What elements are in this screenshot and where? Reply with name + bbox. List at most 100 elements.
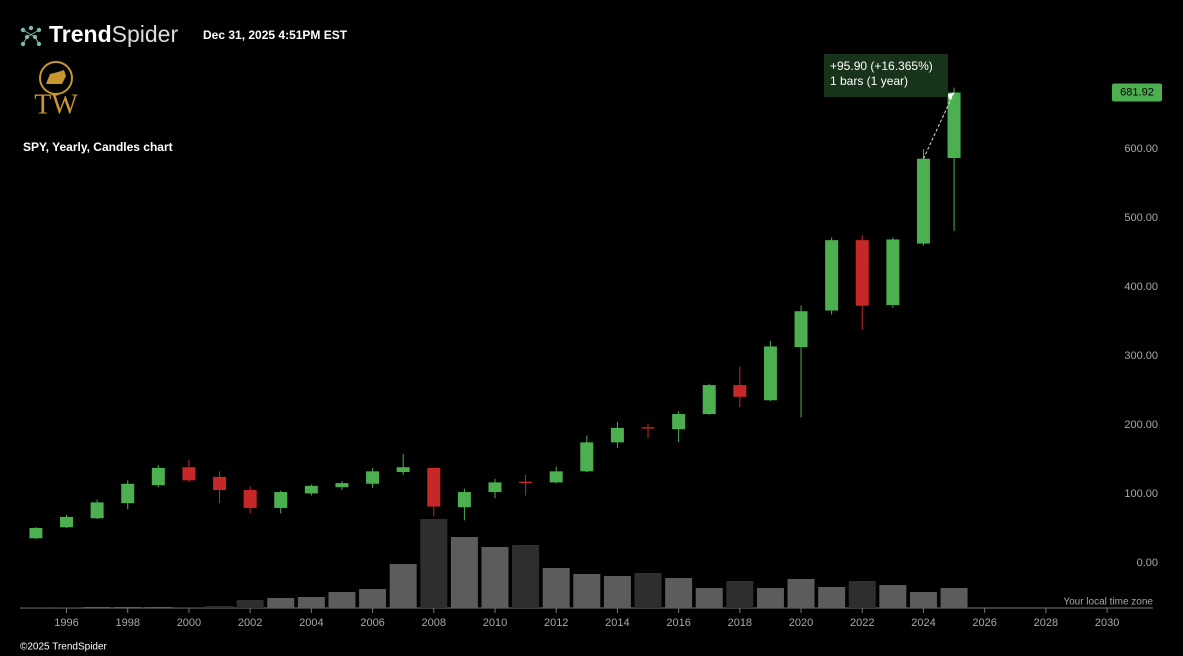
volume-bar [389, 564, 417, 608]
y-tick-label: 600.00 [1124, 143, 1158, 155]
chart-title: SPY, Yearly, Candles chart [23, 140, 173, 154]
brand: TrendSpider [49, 21, 178, 47]
y-tick-label: 400.00 [1124, 281, 1158, 293]
volume-bar [297, 597, 325, 608]
candle-body [60, 516, 74, 528]
x-tick-label: 2014 [605, 617, 629, 629]
volume-bar [236, 600, 264, 608]
candle-body [182, 467, 196, 481]
candle-body [29, 527, 43, 539]
x-tick-label: 2016 [666, 617, 690, 629]
x-tick-label: 2000 [177, 617, 201, 629]
candle-body [733, 385, 747, 397]
measure-span: 1 bars (1 year) [830, 74, 908, 88]
x-tick-label: 2028 [1034, 617, 1058, 629]
volume-bar [53, 607, 81, 608]
x-tick-label: 1996 [54, 617, 78, 629]
x-tick-label: 2018 [728, 617, 752, 629]
copyright: ©2025 TrendSpider [20, 642, 108, 653]
brand-light: Spider [112, 21, 179, 47]
candle-body [794, 311, 808, 348]
candle-body [519, 481, 533, 484]
candle-body [213, 476, 227, 490]
candle-body [396, 467, 410, 473]
tw-logo-text: TW [34, 89, 78, 120]
volume-bar [206, 606, 234, 608]
candle-body [580, 442, 594, 472]
y-tick-label: 200.00 [1124, 419, 1158, 431]
volume-bar [818, 587, 846, 608]
candle-body [427, 467, 441, 507]
volume-bar [267, 598, 295, 608]
y-tick-label: 0.00 [1137, 557, 1158, 569]
candle-body [243, 489, 257, 508]
volume-bar [603, 576, 631, 608]
x-tick-label: 2026 [972, 617, 996, 629]
volume-bar [175, 607, 203, 608]
candle-body [702, 385, 716, 415]
x-tick-label: 2006 [360, 617, 384, 629]
candle-body [886, 239, 900, 306]
volume-bar [940, 588, 968, 608]
candle-body [641, 427, 655, 429]
candle-body [610, 427, 624, 443]
x-tick-label: 2002 [238, 617, 262, 629]
x-tick-label: 1998 [115, 617, 139, 629]
volume-bar [634, 573, 662, 608]
y-tick-label: 100.00 [1124, 488, 1158, 500]
volume-bar [481, 547, 509, 608]
candle-body [335, 483, 349, 488]
volume-bar [848, 581, 876, 608]
candle-body [304, 485, 318, 494]
volume-bar [665, 578, 693, 608]
x-tick-label: 2020 [789, 617, 813, 629]
candle-body [672, 414, 686, 430]
candle-body [90, 502, 104, 519]
volume-bar [144, 607, 172, 608]
candle-body [763, 346, 777, 401]
candle-body [488, 482, 502, 493]
candle-body [121, 483, 135, 504]
volume-bar [756, 588, 784, 608]
measure-arrowhead [947, 92, 955, 101]
y-tick-label: 300.00 [1124, 350, 1158, 362]
brand-bold: Trend [49, 21, 112, 47]
timestamp: Dec 31, 2025 4:51PM EST [203, 28, 348, 42]
candle-body [855, 240, 869, 306]
volume-bar [787, 579, 815, 608]
volume-bar [114, 607, 142, 608]
x-tick-label: 2008 [422, 617, 446, 629]
volume-bar [22, 607, 50, 608]
candle-body [274, 492, 288, 508]
volume-bar [328, 592, 356, 608]
timezone-note: Your local time zone [1063, 597, 1153, 608]
volume-bar [420, 519, 448, 608]
candle-body [825, 240, 839, 311]
x-tick-label: 2024 [911, 617, 935, 629]
volume-bar [909, 592, 937, 608]
measure-line [923, 92, 955, 159]
volume-bar [512, 545, 540, 608]
volume-bar [879, 585, 907, 608]
candle-body [457, 492, 471, 508]
x-tick-label: 2022 [850, 617, 874, 629]
volume-bar [359, 589, 387, 608]
last-price-tag [1112, 83, 1162, 102]
candle-body [151, 467, 165, 486]
last-price-label: 681.92 [1120, 86, 1154, 98]
x-tick-label: 2030 [1095, 617, 1119, 629]
x-tick-label: 2012 [544, 617, 568, 629]
y-tick-label: 500.00 [1124, 212, 1158, 224]
volume-bar [726, 581, 754, 608]
candle-body [916, 158, 930, 244]
candle-body [366, 471, 380, 484]
volume-bar [573, 574, 601, 608]
x-tick-label: 2004 [299, 617, 323, 629]
tw-logo: TW [34, 61, 78, 120]
volume-bar [695, 588, 723, 608]
volume-bar [83, 607, 111, 608]
measure-change: +95.90 (+16.365%) [830, 59, 933, 73]
